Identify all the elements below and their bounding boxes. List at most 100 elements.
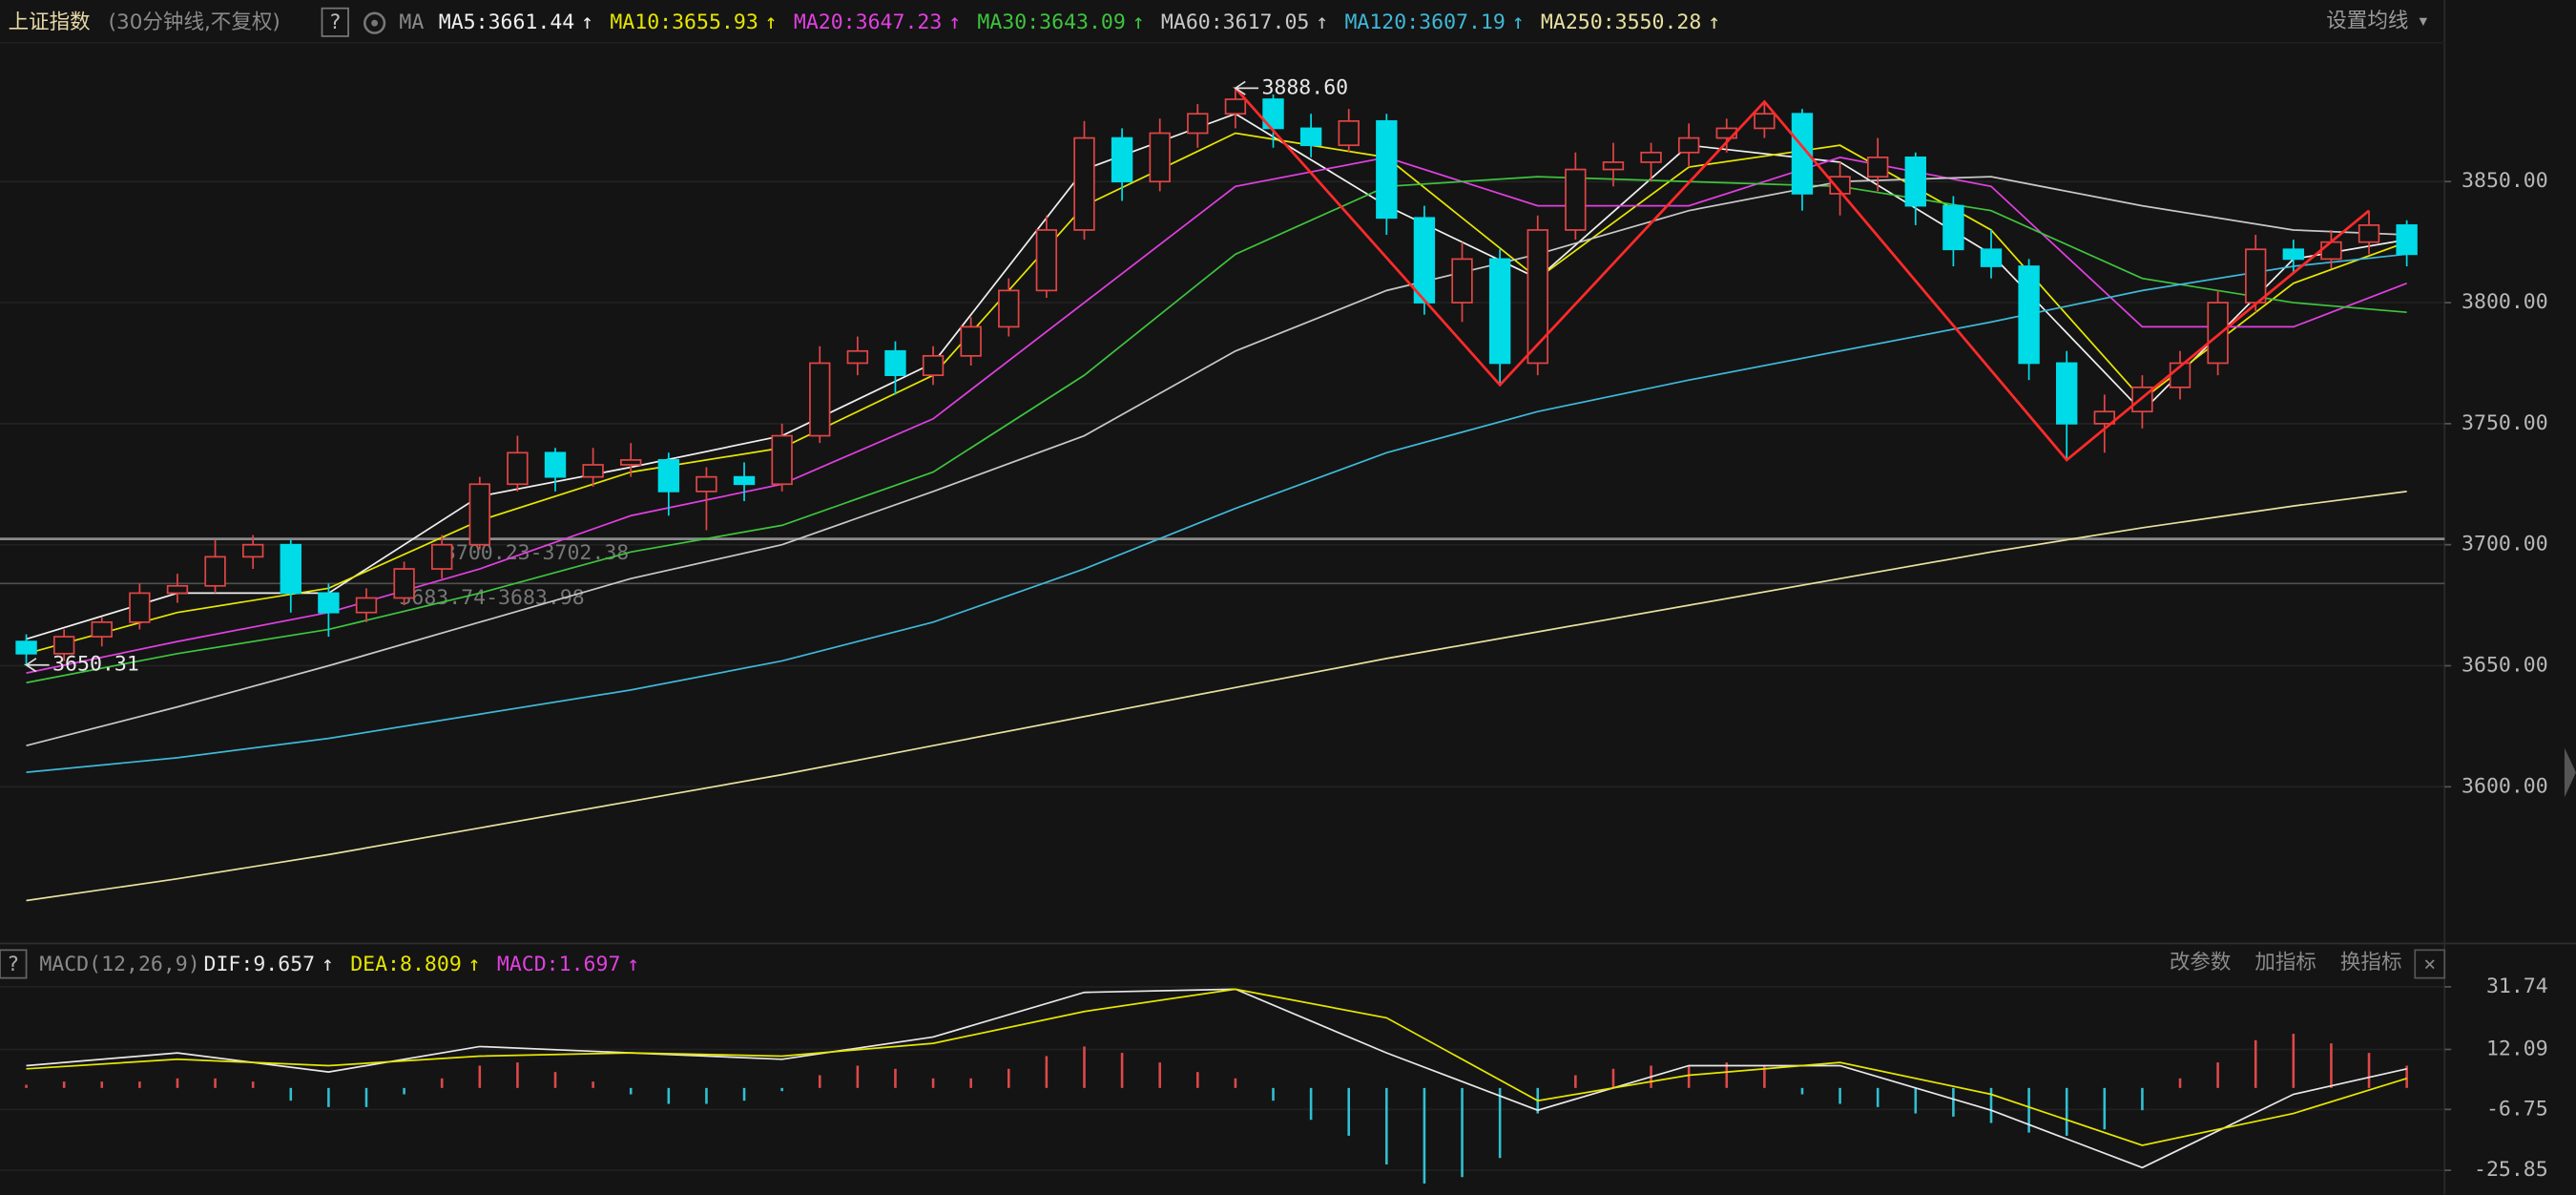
ma-trend-arrow: ↑ xyxy=(1708,10,1720,34)
candles xyxy=(15,88,2418,665)
settings-gear-hub[interactable] xyxy=(371,19,379,27)
y-tick-label: 3850.00 xyxy=(2462,169,2548,193)
ma-line xyxy=(26,176,2407,684)
macd-help-icon[interactable]: ? xyxy=(7,953,19,976)
macd-tool-button[interactable]: 改参数 xyxy=(2170,951,2232,975)
annotations: 3888.60 3650.31 xyxy=(23,75,1348,677)
macd-help-button[interactable] xyxy=(0,949,28,979)
ma-line xyxy=(26,491,2407,902)
candle-body xyxy=(2018,265,2040,365)
ma-line xyxy=(26,176,2407,747)
y-tick-label: 3650.00 xyxy=(2462,654,2548,678)
help-button[interactable] xyxy=(321,7,349,37)
macd-close-button[interactable] xyxy=(2414,949,2446,979)
macd-tool-button[interactable]: 加指标 xyxy=(2254,951,2316,975)
macd-tool-button[interactable]: 换指标 xyxy=(2340,951,2402,975)
candle-body xyxy=(771,434,793,486)
candle-body xyxy=(1111,136,1133,183)
candle-body xyxy=(2358,224,2380,243)
settings-gear[interactable] xyxy=(363,11,386,34)
y-tick-label: 31.74 xyxy=(2486,975,2548,998)
candle-body xyxy=(2093,410,2115,425)
ma-legend: MA5:3661.44 ↑ MA10:3655.93 ↑ MA20:3647.23 ↑ MA… xyxy=(439,10,1720,34)
candle-body xyxy=(1829,176,1851,195)
y-tick-label: 3800.00 xyxy=(2462,290,2548,314)
candle-body xyxy=(922,354,945,377)
period-label: (30分钟线,不复权) xyxy=(109,10,280,34)
candle-body xyxy=(468,483,490,546)
candle-body xyxy=(620,459,642,466)
annotation-pointer xyxy=(23,658,50,673)
macd-legend-item: DIF:9.657 xyxy=(204,953,316,976)
candle-body xyxy=(1035,229,1058,292)
candle-body xyxy=(1376,119,1398,220)
macd-trend-arrow: ↑ xyxy=(627,953,639,976)
candle-body xyxy=(1224,98,1247,115)
candle-body xyxy=(1488,258,1511,365)
candle-body xyxy=(2320,241,2342,261)
candle-body xyxy=(1602,161,1625,171)
help-icon[interactable]: ? xyxy=(329,10,342,34)
ma-legend-item: MA10:3655.93 xyxy=(610,10,758,34)
y-tick-label: -25.85 xyxy=(2474,1158,2548,1182)
candle-body xyxy=(657,459,680,493)
candle-body xyxy=(2396,224,2418,256)
candle-body xyxy=(15,640,37,655)
candle-body xyxy=(1754,113,1776,130)
candle-body xyxy=(204,556,226,587)
candle-body xyxy=(1980,248,2003,267)
ma-settings-button[interactable]: 设置均线 xyxy=(2326,9,2408,32)
ma-legend-item: MA60:3617.05 xyxy=(1161,10,1309,34)
candle-body xyxy=(1187,113,1209,135)
candle-body xyxy=(846,349,869,365)
ma-trend-arrow: ↑ xyxy=(1132,10,1145,34)
ma-trend-arrow: ↑ xyxy=(765,10,778,34)
candle-body xyxy=(1262,98,1284,130)
candle-body xyxy=(393,568,415,599)
candle-body xyxy=(1299,127,1322,147)
candle-body xyxy=(696,475,717,493)
ma-legend-item: MA250:3550.28 xyxy=(1541,10,1701,34)
candle-body xyxy=(2056,362,2078,425)
macd-legend-item: MACD:1.697 xyxy=(497,953,621,976)
macd-legend-item: DEA:8.809 xyxy=(350,953,462,976)
candle-body xyxy=(1413,217,1436,304)
ma-legend-item: MA30:3643.09 xyxy=(977,10,1125,34)
macd-close-icon[interactable]: × xyxy=(2423,953,2436,976)
candle-body xyxy=(507,451,529,486)
ma-trend-arrow: ↑ xyxy=(948,10,961,34)
scroll-handle[interactable] xyxy=(2564,747,2576,798)
candle-body xyxy=(355,597,378,614)
candle-body xyxy=(431,543,453,570)
candle-body xyxy=(1073,136,1095,231)
ma-settings-arrow[interactable]: ▾ xyxy=(2417,9,2429,32)
y-tick-label: -6.75 xyxy=(2486,1097,2548,1121)
candle-body xyxy=(1527,229,1548,365)
zigzag-line xyxy=(1234,87,2370,462)
macd-trend-arrow: ↑ xyxy=(468,953,481,976)
candle-body xyxy=(544,451,567,478)
candle-body xyxy=(166,584,189,595)
candle-body xyxy=(241,543,264,558)
macd-line xyxy=(26,988,2407,1146)
macd-legend: DIF:9.657 ↑ DEA:8.809 ↑ MACD:1.697 ↑ xyxy=(204,953,640,976)
candle-body xyxy=(1451,258,1473,304)
candle-body xyxy=(1942,204,1964,251)
ma-line xyxy=(26,253,2407,773)
y-tick-label: 3700.00 xyxy=(2462,533,2548,556)
candle-body xyxy=(960,325,982,357)
ma-line xyxy=(26,132,2407,655)
ma-trend-arrow: ↑ xyxy=(581,10,593,34)
ma-legend-item: MA20:3647.23 xyxy=(794,10,942,34)
candle-body xyxy=(318,592,340,614)
index-title: 上证指数 xyxy=(9,10,91,34)
candle-body xyxy=(733,475,756,486)
ma-legend-item: MA120:3607.19 xyxy=(1344,10,1505,34)
candle-body xyxy=(1866,157,1889,178)
candle-body xyxy=(129,592,151,623)
candle-body xyxy=(1565,168,1587,231)
y-tick-label: 12.09 xyxy=(2486,1037,2548,1060)
annotation-pointer xyxy=(1233,80,1259,95)
